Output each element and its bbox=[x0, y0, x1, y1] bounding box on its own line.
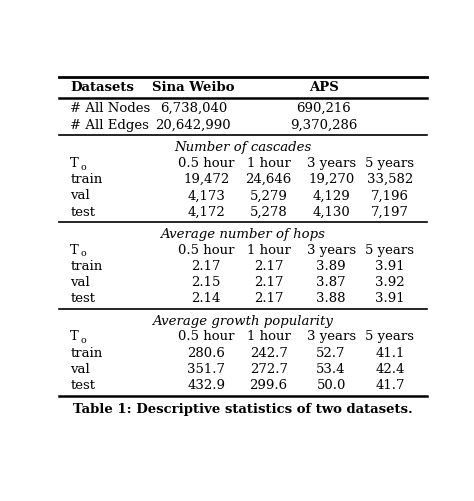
Text: 2.17: 2.17 bbox=[254, 276, 283, 289]
Text: # All Edges: # All Edges bbox=[70, 119, 149, 132]
Text: 4,172: 4,172 bbox=[187, 205, 225, 218]
Text: 41.7: 41.7 bbox=[375, 379, 405, 392]
Text: o: o bbox=[81, 162, 86, 171]
Text: 272.7: 272.7 bbox=[250, 363, 288, 376]
Text: 242.7: 242.7 bbox=[250, 347, 288, 360]
Text: T: T bbox=[70, 243, 79, 257]
Text: 24,646: 24,646 bbox=[246, 173, 292, 186]
Text: 351.7: 351.7 bbox=[187, 363, 225, 376]
Text: T: T bbox=[70, 157, 79, 170]
Text: train: train bbox=[70, 173, 102, 186]
Text: 3.87: 3.87 bbox=[316, 276, 346, 289]
Text: Number of cascades: Number of cascades bbox=[174, 141, 311, 154]
Text: 1 hour: 1 hour bbox=[246, 157, 291, 170]
Text: val: val bbox=[70, 276, 90, 289]
Text: 41.1: 41.1 bbox=[375, 347, 404, 360]
Text: Datasets: Datasets bbox=[70, 81, 134, 94]
Text: 53.4: 53.4 bbox=[316, 363, 346, 376]
Text: 432.9: 432.9 bbox=[187, 379, 225, 392]
Text: 1 hour: 1 hour bbox=[246, 330, 291, 343]
Text: o: o bbox=[81, 336, 86, 345]
Text: test: test bbox=[70, 293, 95, 306]
Text: Table 1: Descriptive statistics of two datasets.: Table 1: Descriptive statistics of two d… bbox=[73, 403, 413, 416]
Text: 0.5 hour: 0.5 hour bbox=[178, 330, 235, 343]
Text: Sina Weibo: Sina Weibo bbox=[152, 81, 235, 94]
Text: test: test bbox=[70, 205, 95, 218]
Text: 280.6: 280.6 bbox=[187, 347, 225, 360]
Text: val: val bbox=[70, 189, 90, 202]
Text: 3 years: 3 years bbox=[307, 330, 356, 343]
Text: train: train bbox=[70, 260, 102, 273]
Text: o: o bbox=[81, 249, 86, 259]
Text: 4,173: 4,173 bbox=[187, 189, 225, 202]
Text: 2.17: 2.17 bbox=[191, 260, 221, 273]
Text: 7,196: 7,196 bbox=[371, 189, 409, 202]
Text: 4,130: 4,130 bbox=[312, 205, 350, 218]
Text: 9,370,286: 9,370,286 bbox=[290, 119, 357, 132]
Text: 0.5 hour: 0.5 hour bbox=[178, 243, 235, 257]
Text: 1 hour: 1 hour bbox=[246, 243, 291, 257]
Text: train: train bbox=[70, 347, 102, 360]
Text: 0.5 hour: 0.5 hour bbox=[178, 157, 235, 170]
Text: 42.4: 42.4 bbox=[375, 363, 404, 376]
Text: 50.0: 50.0 bbox=[317, 379, 346, 392]
Text: Average number of hops: Average number of hops bbox=[161, 228, 325, 241]
Text: 5 years: 5 years bbox=[365, 243, 414, 257]
Text: 7,197: 7,197 bbox=[371, 205, 409, 218]
Text: # All Nodes: # All Nodes bbox=[70, 102, 151, 115]
Text: 2.17: 2.17 bbox=[254, 260, 283, 273]
Text: 20,642,990: 20,642,990 bbox=[155, 119, 231, 132]
Text: 3 years: 3 years bbox=[307, 157, 356, 170]
Text: 33,582: 33,582 bbox=[367, 173, 413, 186]
Text: 299.6: 299.6 bbox=[250, 379, 288, 392]
Text: T: T bbox=[70, 330, 79, 343]
Text: 3.88: 3.88 bbox=[316, 293, 346, 306]
Text: 2.14: 2.14 bbox=[191, 293, 221, 306]
Text: 19,270: 19,270 bbox=[308, 173, 354, 186]
Text: 6,738,040: 6,738,040 bbox=[160, 102, 227, 115]
Text: val: val bbox=[70, 363, 90, 376]
Text: 5 years: 5 years bbox=[365, 157, 414, 170]
Text: 19,472: 19,472 bbox=[183, 173, 229, 186]
Text: 3 years: 3 years bbox=[307, 243, 356, 257]
Text: Average growth popularity: Average growth popularity bbox=[153, 315, 333, 328]
Text: 2.17: 2.17 bbox=[254, 293, 283, 306]
Text: 3.89: 3.89 bbox=[316, 260, 346, 273]
Text: 3.91: 3.91 bbox=[375, 293, 405, 306]
Text: 5,279: 5,279 bbox=[250, 189, 288, 202]
Text: 3.91: 3.91 bbox=[375, 260, 405, 273]
Text: test: test bbox=[70, 379, 95, 392]
Text: 2.15: 2.15 bbox=[191, 276, 221, 289]
Text: 5 years: 5 years bbox=[365, 330, 414, 343]
Text: 690,216: 690,216 bbox=[296, 102, 351, 115]
Text: 5,278: 5,278 bbox=[250, 205, 288, 218]
Text: 4,129: 4,129 bbox=[312, 189, 350, 202]
Text: APS: APS bbox=[309, 81, 338, 94]
Text: 52.7: 52.7 bbox=[316, 347, 346, 360]
Text: 3.92: 3.92 bbox=[375, 276, 405, 289]
